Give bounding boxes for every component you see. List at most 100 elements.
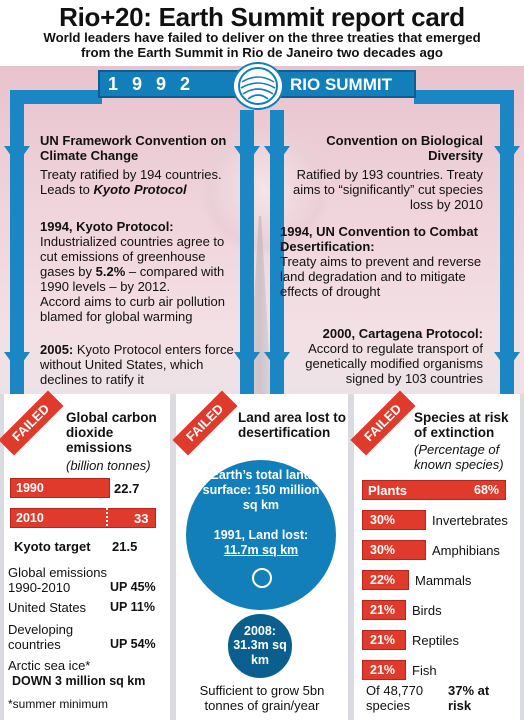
land-lost-1991-value: 11.7m sq km — [223, 543, 299, 557]
emission-cut-percent: 5.2% — [95, 264, 126, 279]
carbon-title: Global carbon dioxide emissions — [66, 410, 157, 455]
species-footer-right: 37% at risk — [448, 683, 490, 713]
global-emissions-value: UP 45% — [110, 580, 156, 594]
species-bar-value: 21% — [370, 603, 396, 617]
cartagena-block: 2000, Cartagena Protocol: Accord to regu… — [288, 326, 483, 386]
land-lost-2008-label: 2008: — [244, 624, 276, 638]
land-lost-1991-label: 1991, Land lost: — [213, 528, 309, 542]
cartagena-body: Accord to regulate transport of genetica… — [305, 341, 483, 386]
species-category-label: Birds — [412, 603, 442, 618]
developing-label: Developing countries — [8, 622, 74, 652]
carbon-bar-value: 22.7 — [114, 481, 140, 496]
carbon-bar-label: 1990 — [16, 481, 44, 495]
species-bar-value: 30% — [370, 513, 396, 527]
species-category-label: Mammals — [415, 573, 472, 588]
species-bar-plants — [362, 480, 506, 500]
land-title: Land area lost to desertification — [238, 410, 347, 440]
species-footer-left: Of 48,770 species — [366, 683, 424, 713]
global-emissions-heading: Global emissions 1990-2010 — [8, 565, 107, 595]
page-title: Rio+20: Earth Summit report card — [59, 2, 465, 32]
species-bar-value: 22% — [370, 573, 396, 587]
biodiversity-body: Ratified by 193 countries. Treaty aims t… — [292, 167, 483, 212]
carbon-unit: (billion tonnes) — [66, 458, 151, 473]
carbon-bar-label: 2010 — [16, 511, 44, 525]
species-bar-amphibians — [362, 540, 426, 560]
right-outer-flow — [500, 90, 514, 395]
species-bar-invertebrates — [362, 510, 426, 530]
arrow-down-icon — [234, 146, 260, 164]
subtitle-line-2: from the Earth Summit in Rio de Janeiro … — [81, 45, 443, 60]
arrow-down-icon — [234, 352, 260, 370]
left-inner-flow — [240, 110, 254, 395]
species-category-label: Invertebrates — [432, 513, 508, 528]
right-inner-flow — [270, 110, 284, 395]
kyoto-protocol-emphasis: Kyoto Protocol — [93, 182, 187, 197]
footnote: *summer minimum — [8, 697, 109, 711]
left-outer-flow — [10, 90, 24, 395]
climate-convention-title: UN Framework Convention on Climate Chang… — [40, 133, 227, 163]
subtitle-line-1: World leaders have failed to deliver on … — [43, 30, 481, 45]
kyoto-2005-body: Kyoto Protocol enters force without Unit… — [40, 342, 234, 387]
species-category-label: Reptiles — [412, 633, 459, 648]
developing-value: UP 54% — [110, 637, 156, 651]
biodiversity-block: Convention on Biological Diversity Ratif… — [290, 133, 483, 212]
land-lost-2008-circle — [226, 612, 294, 680]
biodiversity-title: Convention on Biological Diversity — [326, 133, 483, 163]
arctic-label: Arctic sea ice* — [8, 658, 91, 673]
right-top-connector — [414, 90, 514, 104]
us-label: United States — [8, 600, 87, 615]
desertification-title: 1994, UN Convention to Combat Desertific… — [280, 224, 478, 254]
species-bar-fish — [362, 660, 406, 680]
us-value: UP 11% — [110, 600, 155, 614]
kyoto-2005-block: 2005: Kyoto Protocol enters force withou… — [40, 342, 240, 387]
land-caption: Sufficient to grow 5bn tonnes of grain/y… — [199, 683, 325, 713]
species-bar-birds — [362, 600, 406, 620]
species-category-label: Fish — [412, 663, 437, 678]
arrow-down-icon — [4, 352, 30, 370]
kyoto-1994-body3: Accord aims to curb air pollution blamed… — [40, 294, 225, 324]
species-title: Species at risk of extinction — [414, 410, 509, 440]
kyoto-1994-body1: Industrialized countries agree to cut em… — [40, 234, 225, 264]
arctic-value: DOWN 3 million sq km — [12, 674, 146, 688]
kyoto-1994-title: 1994, Kyoto Protocol: — [40, 219, 174, 234]
kyoto-target-line — [106, 505, 108, 557]
carbon-bar-1990 — [10, 478, 110, 498]
desertification-body: Treaty aims to prevent and reverse land … — [280, 254, 482, 299]
arrow-down-icon — [494, 146, 520, 164]
arrow-down-icon — [264, 352, 290, 370]
globe-logo-icon — [232, 62, 284, 110]
compared-text: – compared with 1990 levels – by 2012. — [40, 264, 225, 294]
species-bar-value: 21% — [370, 633, 396, 647]
kyoto-target-label: Kyoto target — [14, 539, 91, 554]
carbon-panel — [4, 394, 170, 720]
banner-label: RIO SUMMIT — [290, 75, 392, 94]
kyoto-1994-body2: gases by 5.2% – compared with 1990 level… — [40, 264, 240, 294]
page-subtitle: World leaders have failed to deliver on … — [0, 30, 524, 60]
kyoto-2005-title: 2005: — [40, 342, 74, 357]
kyoto-1994-block: 1994, Kyoto Protocol: Industrialized cou… — [40, 219, 240, 324]
species-bar-value: 21% — [370, 663, 396, 677]
leads-to-text: Leads to — [40, 182, 94, 197]
species-subtitle: (Percentage of known species) — [414, 442, 504, 472]
desertification-block: 1994, UN Convention to Combat Desertific… — [280, 224, 490, 299]
kyoto-target-value: 21.5 — [112, 539, 138, 554]
land-lost-1991-circle — [252, 568, 272, 588]
species-category-label: Plants — [368, 483, 408, 498]
cartagena-title: 2000, Cartagena Protocol: — [322, 326, 483, 341]
gases-by-text: gases by — [40, 264, 96, 279]
climate-convention-leads: Leads to Kyoto Protocol — [40, 182, 240, 197]
species-bar-reptiles — [362, 630, 406, 650]
banner-year: 1992 — [108, 74, 205, 94]
species-bar-value: 68% — [474, 483, 500, 497]
arrow-down-icon — [494, 352, 520, 370]
left-top-connector — [10, 90, 102, 104]
species-bar-mammals — [362, 570, 409, 590]
earth-total-label: Earth’s total land surface: 150 million … — [202, 468, 320, 512]
climate-convention-body: Treaty ratified by 194 countries. — [40, 167, 222, 182]
climate-convention-block: UN Framework Convention on Climate Chang… — [40, 133, 240, 197]
arrow-down-icon — [264, 146, 290, 164]
arrow-down-icon — [4, 146, 30, 164]
species-bar-value: 30% — [370, 543, 396, 557]
carbon-bar-value: 33 — [134, 511, 149, 526]
carbon-bar-2010 — [10, 508, 156, 528]
